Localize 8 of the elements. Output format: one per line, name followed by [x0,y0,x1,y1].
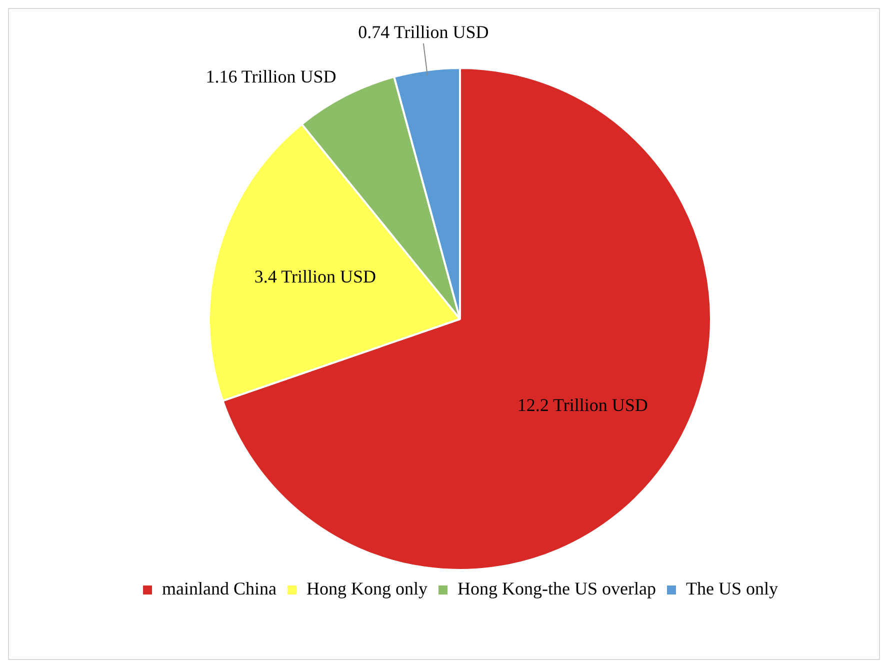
legend-label: mainland China [162,578,277,599]
data-label: 0.74 Trillion USD [358,22,489,42]
legend-label: The US only [686,578,778,599]
data-label: 1.16 Trillion USD [206,66,336,87]
legend-label: Hong Kong-the US overlap [458,578,656,599]
data-label: 12.2 Trillion USD [517,395,648,416]
data-label: 3.4 Trillion USD [254,266,376,286]
legend-label: Hong Kong only [306,578,428,599]
